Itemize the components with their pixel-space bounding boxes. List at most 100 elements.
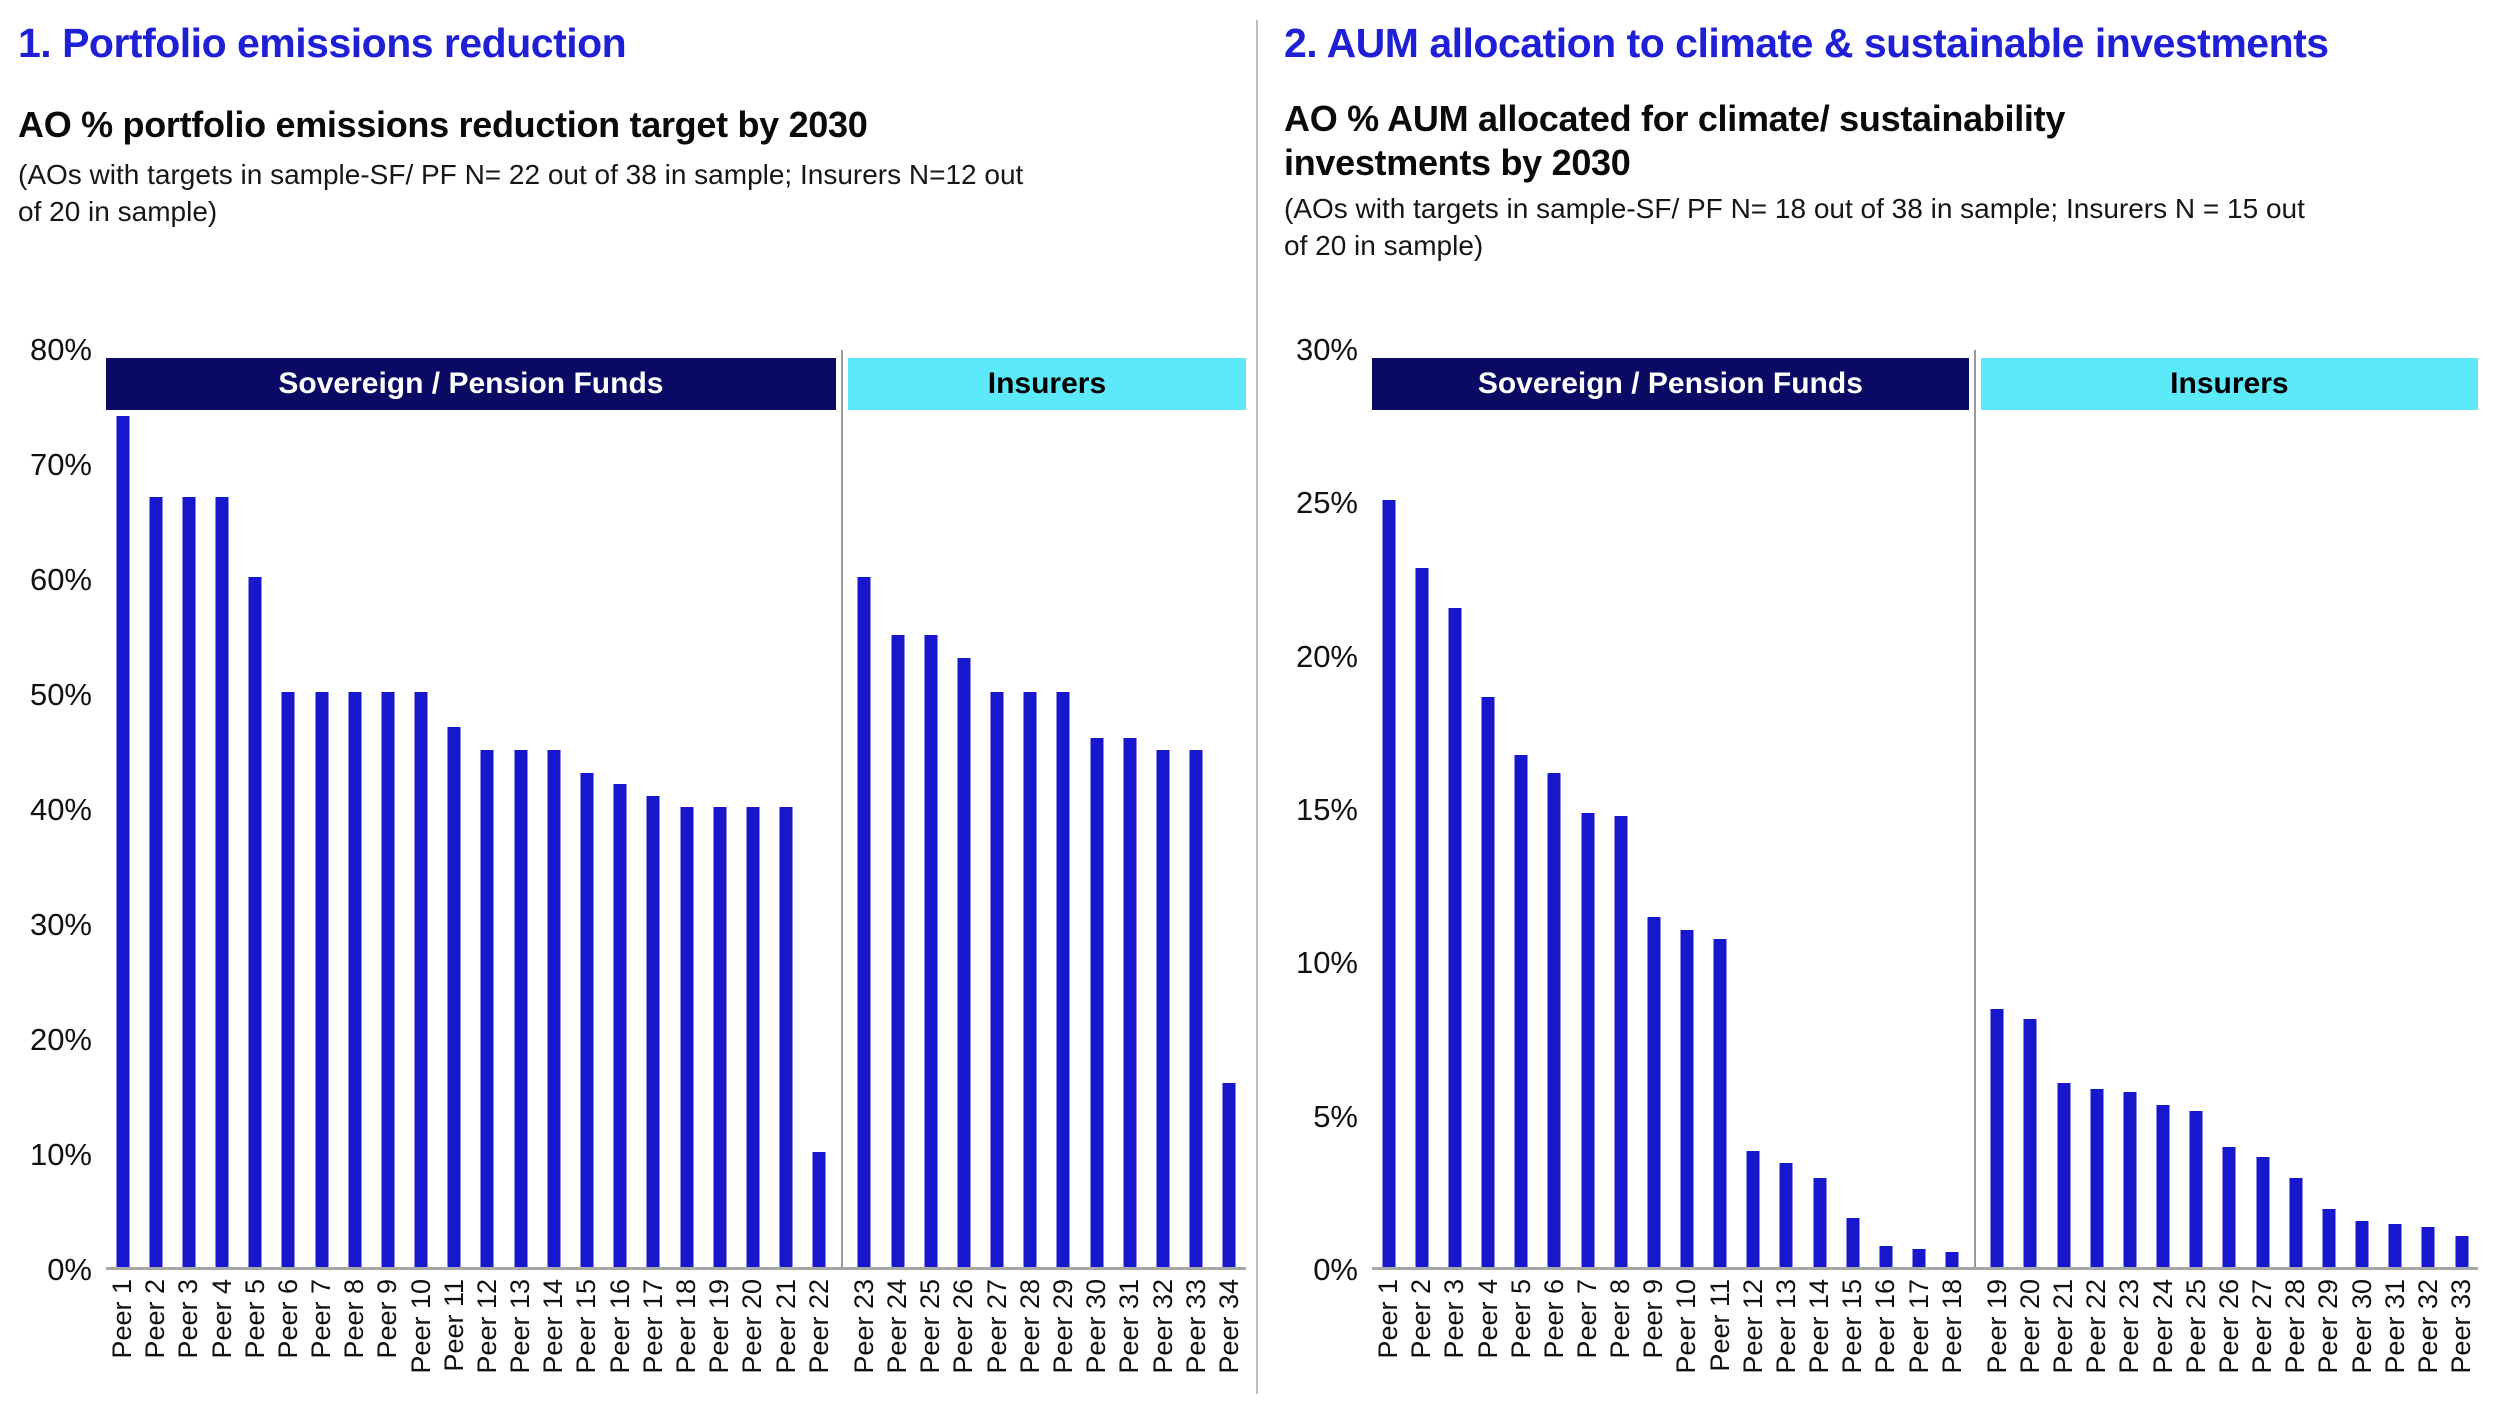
x-axis-label: Peer 6 (1538, 1279, 1569, 1359)
group-banner-insurers: Insurers (847, 358, 1246, 410)
x-axis-label-wrap: Peer 23 (2113, 1279, 2146, 1397)
bar-slot: Peer 20 (736, 350, 769, 1374)
bar (1090, 738, 1104, 1267)
left-y-axis: 0% 10% 20% 30% 40% 50% 60% 70% 80% (18, 332, 106, 1287)
right-section-insurers: Insurers Peer 19 Peer 20 Peer 21 Peer 22 Pee… (1980, 350, 2478, 1374)
bar-slot: Peer 15 (1836, 350, 1869, 1374)
bar (1614, 816, 1628, 1267)
x-axis-label: Peer 5 (1505, 1279, 1536, 1359)
x-axis-label-wrap: Peer 31 (2379, 1279, 2412, 1397)
bar-slot: Peer 12 (1737, 350, 1770, 1374)
x-axis-label: Peer 28 (2280, 1279, 2311, 1374)
x-axis-label: Peer 2 (1406, 1279, 1437, 1359)
x-axis-label: Peer 20 (2014, 1279, 2045, 1374)
bar (779, 807, 793, 1267)
bar-slot: Peer 1 (106, 350, 139, 1359)
x-axis-label-wrap: Peer 5 (1505, 1279, 1538, 1397)
x-axis-label: Peer 20 (737, 1279, 768, 1374)
x-axis-label: Peer 13 (1770, 1279, 1801, 1374)
x-axis-label-wrap: Peer 25 (2180, 1279, 2213, 1397)
x-axis-label-wrap: Peer 21 (769, 1279, 802, 1397)
x-axis-label-wrap: Peer 32 (1146, 1279, 1179, 1397)
right-section-sovereign-pension-funds: Sovereign / Pension Funds Peer 1 Peer 2 Pe… (1372, 350, 1969, 1374)
x-axis-label-wrap: Peer 11 (438, 1279, 471, 1397)
x-axis-label-wrap: Peer 26 (947, 1279, 980, 1397)
bar (2322, 1208, 2336, 1267)
x-axis-label-wrap: Peer 19 (703, 1279, 736, 1397)
bar (1713, 938, 1727, 1267)
x-axis-label-wrap: Peer 6 (1538, 1279, 1571, 1397)
bar-slot: Peer 16 (604, 350, 637, 1374)
x-axis-label-wrap: Peer 20 (2014, 1279, 2047, 1397)
x-axis-label: Peer 13 (505, 1279, 536, 1374)
bar-slot: Peer 25 (2180, 350, 2213, 1374)
x-axis-label: Peer 2 (140, 1279, 171, 1359)
bar-slot: Peer 23 (2113, 350, 2146, 1374)
right-header: 2. AUM allocation to climate & sustainab… (1284, 20, 2478, 332)
x-axis-label: Peer 1 (107, 1279, 138, 1359)
bar (1189, 749, 1203, 1267)
bar (1779, 1162, 1793, 1267)
panel-portfolio-emissions: 1. Portfolio emissions reduction AO % po… (0, 14, 1256, 1404)
bar-slot: Peer 28 (2279, 350, 2312, 1374)
y-axis-tick-label: 80% (29, 332, 92, 367)
bar-slot: Peer 5 (239, 350, 272, 1359)
y-axis-tick-label: 0% (47, 1252, 92, 1287)
bar (1879, 1245, 1893, 1267)
bar-slot: Peer 27 (981, 350, 1014, 1374)
x-axis-label-wrap: Peer 17 (637, 1279, 670, 1397)
bar (2189, 1110, 2203, 1267)
bar-slot: Peer 14 (537, 350, 570, 1374)
x-axis-label-wrap: Peer 13 (504, 1279, 537, 1397)
x-axis-label-wrap: Peer 9 (371, 1279, 404, 1397)
x-axis-label-wrap: Peer 27 (2246, 1279, 2279, 1397)
y-axis-tick-label: 10% (1295, 945, 1358, 981)
bar-slot: Peer 14 (1803, 350, 1836, 1374)
bar-slot: Peer 3 (1438, 350, 1471, 1359)
x-axis-label: Peer 12 (1737, 1279, 1768, 1374)
bar-slot: Peer 6 (272, 350, 305, 1359)
x-axis-label-wrap: Peer 29 (2312, 1279, 2345, 1397)
x-axis-label-wrap: Peer 32 (2412, 1279, 2445, 1397)
x-axis-label: Peer 11 (438, 1279, 469, 1372)
bar-slot: Peer 30 (1080, 350, 1113, 1374)
x-axis-label: Peer 22 (2081, 1279, 2112, 1374)
x-axis-label-wrap: Peer 17 (1903, 1279, 1936, 1397)
bar (248, 577, 262, 1267)
section-heading-2: 2. AUM allocation to climate & sustainab… (1284, 20, 2329, 66)
x-axis-label-wrap: Peer 24 (2147, 1279, 2180, 1397)
x-axis-label: Peer 8 (339, 1279, 370, 1359)
x-axis-label-wrap: Peer 21 (2047, 1279, 2080, 1397)
bar-slot: Peer 21 (2047, 350, 2080, 1374)
y-axis-tick-label: 20% (29, 1022, 92, 1057)
x-axis-label: Peer 11 (1704, 1279, 1735, 1372)
x-axis-label-wrap: Peer 15 (570, 1279, 603, 1397)
bar (1581, 813, 1595, 1267)
y-axis-tick-label: 70% (29, 447, 92, 482)
y-axis-tick-label: 30% (29, 907, 92, 942)
bar-slot: Peer 18 (1936, 350, 1969, 1374)
x-axis-label: Peer 10 (1671, 1279, 1702, 1374)
x-axis-label-wrap: Peer 22 (803, 1279, 836, 1397)
x-axis-label-wrap: Peer 4 (206, 1279, 239, 1397)
bar-slot: Peer 10 (405, 350, 438, 1374)
x-axis-label: Peer 19 (1981, 1279, 2012, 1374)
x-axis-label-wrap: Peer 12 (471, 1279, 504, 1397)
right-sfpf-bars: Peer 1 Peer 2 Peer 3 Peer 4 Peer 5 Peer 6 Peer… (1372, 350, 1969, 1374)
bar (414, 692, 428, 1267)
right-plot-area: Sovereign / Pension Funds Peer 1 Peer 2 Pe… (1372, 350, 2478, 1374)
x-axis-label: Peer 33 (1180, 1279, 1211, 1374)
x-axis-label: Peer 15 (571, 1279, 602, 1374)
y-axis-tick-label: 15% (1295, 792, 1358, 827)
left-section-sovereign-pension-funds: Sovereign / Pension Funds Peer 1 Peer 2 Pe… (106, 350, 836, 1374)
bar (990, 692, 1004, 1267)
bar (2256, 1156, 2270, 1267)
x-axis-label: Peer 7 (1572, 1279, 1603, 1359)
bar-slot: Peer 24 (2147, 350, 2180, 1374)
x-axis-label: Peer 26 (2213, 1279, 2244, 1374)
x-axis-label-wrap: Peer 12 (1737, 1279, 1770, 1397)
y-axis-tick-label: 10% (29, 1137, 92, 1172)
x-axis-label: Peer 34 (1213, 1279, 1244, 1374)
bar (116, 416, 130, 1267)
